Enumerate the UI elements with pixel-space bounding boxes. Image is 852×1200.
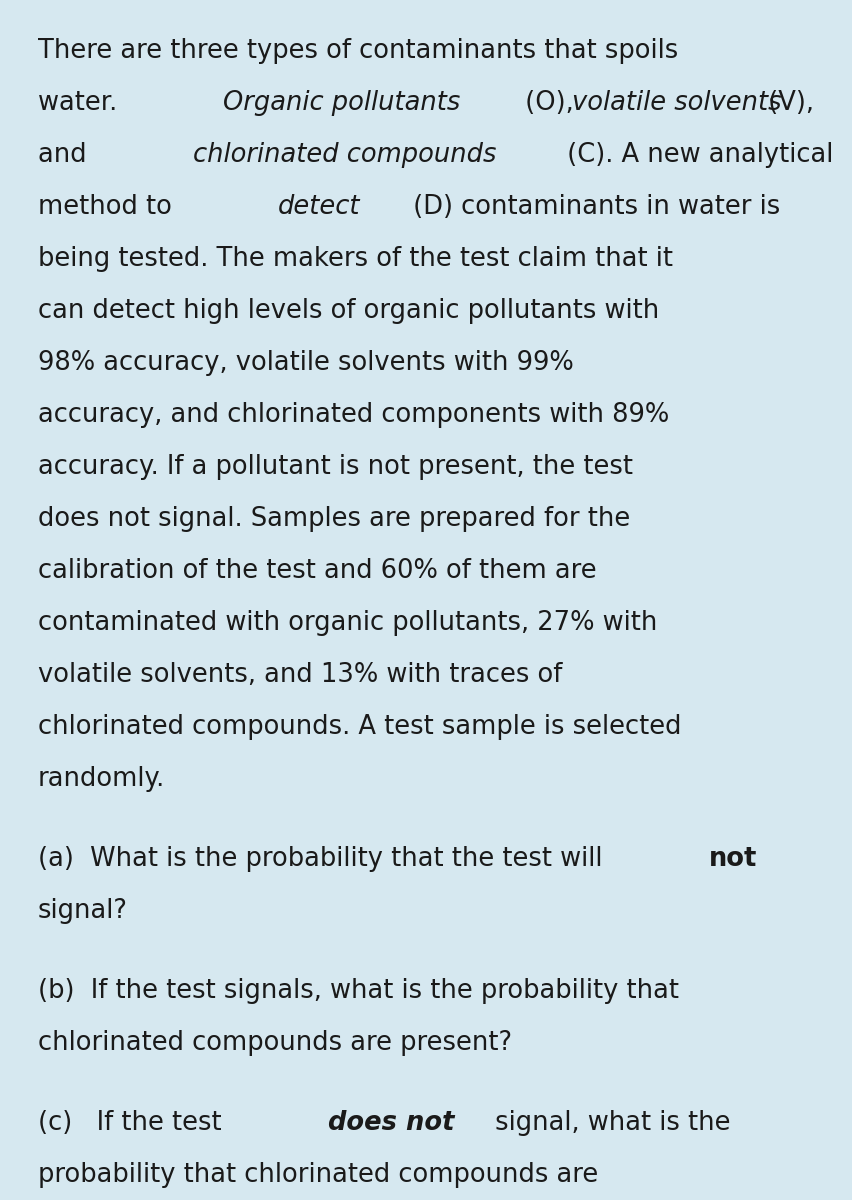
Text: (b)  If the test signals, what is the probability that: (b) If the test signals, what is the pro… — [38, 978, 678, 1004]
Text: can detect high levels of organic pollutants with: can detect high levels of organic pollut… — [38, 298, 659, 324]
Text: Organic pollutants: Organic pollutants — [223, 90, 460, 116]
Text: chlorinated compounds: chlorinated compounds — [193, 142, 496, 168]
Text: (D) contaminants in water is: (D) contaminants in water is — [404, 194, 779, 220]
Text: (C). A new analytical: (C). A new analytical — [559, 142, 833, 168]
Text: randomly.: randomly. — [38, 766, 165, 792]
Text: signal?: signal? — [38, 898, 128, 924]
Text: does not: does not — [327, 1110, 453, 1136]
Text: accuracy, and chlorinated components with 89%: accuracy, and chlorinated components wit… — [38, 402, 669, 428]
Text: accuracy. If a pollutant is not present, the test: accuracy. If a pollutant is not present,… — [38, 454, 632, 480]
Text: (O),: (O), — [516, 90, 581, 116]
Text: probability that chlorinated compounds are: probability that chlorinated compounds a… — [38, 1162, 597, 1188]
Text: volatile solvents: volatile solvents — [572, 90, 780, 116]
Text: (V),: (V), — [758, 90, 813, 116]
Text: method to: method to — [38, 194, 180, 220]
Text: does not signal. Samples are prepared for the: does not signal. Samples are prepared fo… — [38, 506, 630, 532]
Text: not: not — [708, 846, 757, 872]
Text: signal, what is the: signal, what is the — [486, 1110, 729, 1136]
Text: chlorinated compounds. A test sample is selected: chlorinated compounds. A test sample is … — [38, 714, 681, 740]
Text: volatile solvents, and 13% with traces of: volatile solvents, and 13% with traces o… — [38, 662, 561, 688]
Text: (a)  What is the probability that the test will: (a) What is the probability that the tes… — [38, 846, 610, 872]
Text: water.: water. — [38, 90, 125, 116]
Text: There are three types of contaminants that spoils: There are three types of contaminants th… — [38, 38, 677, 64]
Text: (c)   If the test: (c) If the test — [38, 1110, 229, 1136]
Text: calibration of the test and 60% of them are: calibration of the test and 60% of them … — [38, 558, 596, 584]
Text: detect: detect — [278, 194, 360, 220]
Text: and: and — [38, 142, 95, 168]
Text: chlorinated compounds are present?: chlorinated compounds are present? — [38, 1030, 511, 1056]
Text: 98% accuracy, volatile solvents with 99%: 98% accuracy, volatile solvents with 99% — [38, 350, 573, 376]
Text: contaminated with organic pollutants, 27% with: contaminated with organic pollutants, 27… — [38, 610, 657, 636]
Text: being tested. The makers of the test claim that it: being tested. The makers of the test cla… — [38, 246, 672, 272]
